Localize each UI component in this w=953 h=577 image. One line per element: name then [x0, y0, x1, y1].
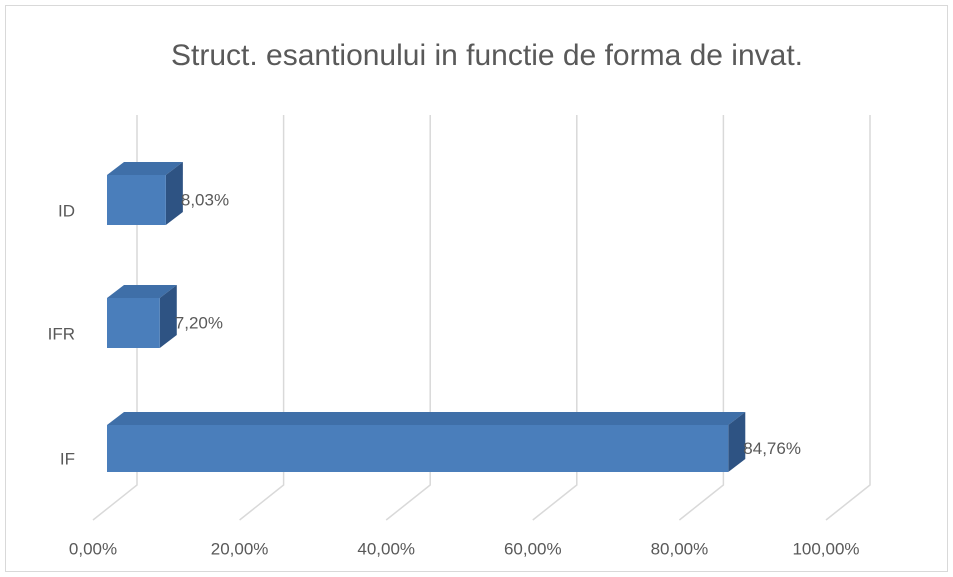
bar-side	[165, 162, 183, 225]
value-label: 7,20%	[175, 313, 223, 332]
x-tick-label: 20,00%	[211, 539, 269, 558]
value-label: 84,76%	[743, 439, 801, 458]
bar-front	[107, 175, 166, 225]
x-tick-label: 60,00%	[504, 539, 562, 558]
y-tick-label: IFR	[48, 324, 75, 343]
bar-side	[159, 285, 177, 348]
x-tick-label: 80,00%	[651, 539, 709, 558]
grid-line	[532, 115, 578, 521]
x-tick-label: 0,00%	[69, 539, 117, 558]
grid-line	[825, 115, 871, 521]
bar	[107, 285, 177, 348]
bar	[107, 412, 746, 472]
bar-top	[107, 162, 183, 175]
bar-top	[107, 412, 746, 425]
bar-top	[107, 285, 177, 298]
chart-title: Struct. esantionului in functie de forma…	[171, 39, 803, 72]
x-tick-label: 100,00%	[792, 539, 859, 558]
x-tick-label: 40,00%	[357, 539, 415, 558]
y-tick-label: IF	[60, 449, 75, 468]
grid-line	[239, 115, 285, 521]
grid-line	[92, 115, 138, 521]
bar-side	[728, 412, 746, 472]
grid-line	[385, 115, 431, 521]
bar-front	[107, 298, 160, 348]
y-tick-label: ID	[58, 201, 75, 220]
value-label: 8,03%	[181, 190, 229, 209]
bar-front	[107, 425, 729, 472]
bar	[107, 162, 183, 225]
grid-line	[678, 115, 725, 521]
